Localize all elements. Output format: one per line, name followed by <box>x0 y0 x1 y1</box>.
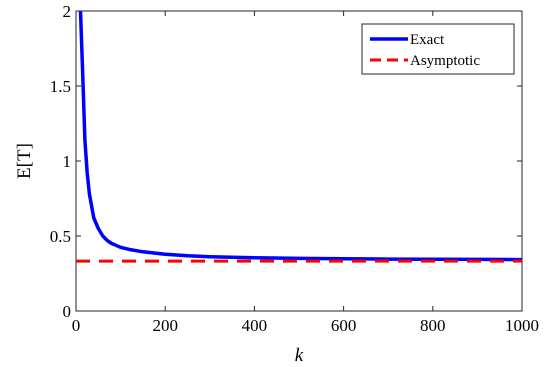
y-tick-label: 0 <box>63 302 72 321</box>
y-axis-label: E[T] <box>14 143 35 179</box>
y-tick-label: 0.5 <box>50 227 71 246</box>
x-axis: 0 200 400 600 800 1000 <box>72 11 539 335</box>
legend-label: Asymptotic <box>410 53 480 69</box>
x-tick-label: 0 <box>72 316 81 335</box>
x-axis-label: k <box>295 345 304 366</box>
x-tick-label: 800 <box>420 316 446 335</box>
y-tick-label: 2 <box>63 2 72 21</box>
x-tick-label: 200 <box>152 316 178 335</box>
series-layer <box>76 11 522 263</box>
y-axis: 0 0.5 1 1.5 2 <box>50 2 522 321</box>
y-tick-label: 1.5 <box>50 77 71 96</box>
x-tick-label: 600 <box>331 316 357 335</box>
series-line-exact <box>78 11 522 262</box>
legend-label: Exact <box>410 32 445 48</box>
y-tick-label: 1 <box>63 152 72 171</box>
x-tick-label: 1000 <box>505 316 539 335</box>
x-tick-label: 400 <box>242 316 268 335</box>
legend-box <box>361 23 515 75</box>
legend: Exact Asymptotic <box>361 23 515 75</box>
